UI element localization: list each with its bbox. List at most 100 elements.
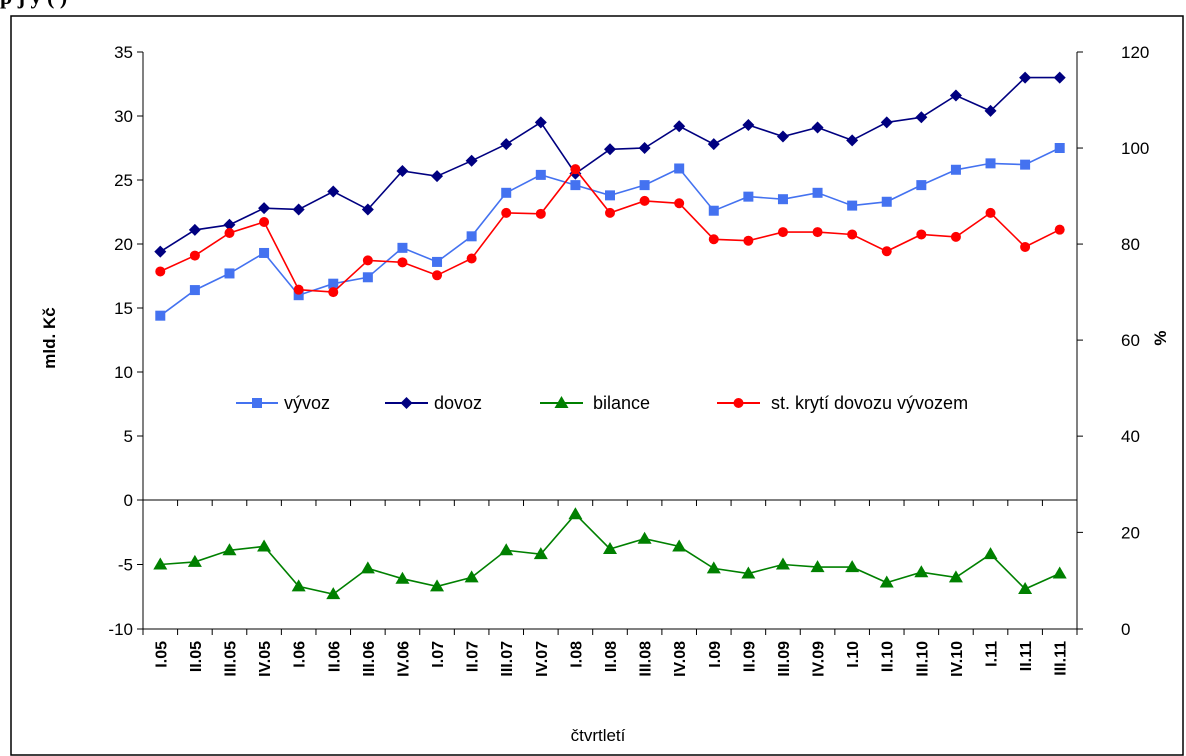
legend-marker-vyvoz xyxy=(252,398,262,408)
data-point-st. xyxy=(950,231,961,242)
data-point-bilance xyxy=(222,543,237,556)
legend-marker-kryti xyxy=(733,398,744,408)
y-left-tick-label: 35 xyxy=(114,43,133,62)
data-point-vyvoz xyxy=(950,164,961,175)
x-axis-title: čtvrtletí xyxy=(571,726,626,745)
data-point-dovoz xyxy=(880,116,893,129)
y-right-lower-tick-label: 20 xyxy=(1121,523,1140,542)
legend-label-vyvoz: vývoz xyxy=(284,393,330,413)
y-left-tick-label: 10 xyxy=(114,363,133,382)
data-point-dovoz xyxy=(361,203,374,216)
data-point-vyvoz xyxy=(189,285,200,296)
data-point-st. xyxy=(432,270,443,281)
legend-label-bilance: bilance xyxy=(593,393,650,413)
data-point-bilance xyxy=(845,560,860,573)
data-point-bilance xyxy=(637,531,652,544)
legend-label-dovoz: dovoz xyxy=(434,393,482,413)
data-point-vyvoz xyxy=(259,247,270,258)
data-point-vyvoz xyxy=(155,310,166,321)
data-point-st. xyxy=(466,253,477,264)
data-point-vyvoz xyxy=(881,196,892,207)
data-point-dovoz xyxy=(604,143,616,156)
data-point-vyvoz xyxy=(708,205,719,216)
x-tick-label: IV.10 xyxy=(949,641,966,677)
x-tick-label: III.11 xyxy=(1053,641,1070,676)
x-tick-label: III.08 xyxy=(638,641,655,677)
data-point-dovoz xyxy=(223,218,236,231)
y-right-tick-label: 120 xyxy=(1121,43,1149,62)
x-tick-label: I.09 xyxy=(707,641,724,668)
data-point-dovoz xyxy=(742,118,755,131)
data-point-bilance xyxy=(603,542,617,555)
x-tick-label: II.07 xyxy=(465,641,482,672)
data-point-dovoz xyxy=(1053,71,1066,84)
data-point-vyvoz xyxy=(639,180,650,191)
data-point-dovoz xyxy=(431,170,444,183)
data-point-st. xyxy=(777,227,788,238)
data-point-st. xyxy=(708,234,719,245)
data-point-vyvoz xyxy=(397,242,408,253)
x-tick-label: III.09 xyxy=(776,641,793,677)
data-point-vyvoz xyxy=(674,163,685,174)
x-tick-label: III.05 xyxy=(222,641,239,677)
data-point-vyvoz xyxy=(432,256,443,267)
data-point-vyvoz xyxy=(362,272,373,283)
data-point-dovoz xyxy=(949,89,962,102)
y-axis-right-title: % xyxy=(1151,330,1170,345)
y-right-tick-label: 60 xyxy=(1121,331,1140,350)
chart-header-fragment: p j y ( ) xyxy=(0,0,67,9)
y-right-tick-label: 40 xyxy=(1121,427,1140,446)
x-tick-label: IV.08 xyxy=(672,641,689,677)
data-point-st. xyxy=(259,216,270,227)
series-line-bilance xyxy=(160,513,1061,596)
data-point-st. xyxy=(881,246,892,257)
data-point-dovoz xyxy=(811,121,824,134)
data-point-dovoz xyxy=(846,134,859,147)
data-point-bilance xyxy=(879,575,894,588)
data-point-dovoz xyxy=(638,142,651,154)
x-tick-label: III.06 xyxy=(361,641,378,677)
y-axis-left-title: mld. Kč xyxy=(40,307,59,368)
x-tick-label: II.05 xyxy=(188,641,205,672)
data-point-st. xyxy=(293,284,304,295)
data-point-bilance xyxy=(914,565,929,578)
data-point-vyvoz xyxy=(847,200,858,211)
data-point-st. xyxy=(674,198,685,209)
x-tick-label: I.10 xyxy=(845,641,862,668)
data-point-bilance xyxy=(1052,566,1067,579)
data-point-vyvoz xyxy=(605,190,615,201)
data-point-st. xyxy=(362,255,373,266)
data-point-vyvoz xyxy=(1054,143,1065,153)
y-left-tick-label: 30 xyxy=(114,107,133,126)
data-point-bilance xyxy=(706,561,721,574)
chart-frame xyxy=(10,15,1184,756)
data-point-dovoz xyxy=(465,154,478,167)
data-point-bilance xyxy=(983,547,998,560)
data-point-st. xyxy=(847,229,858,240)
data-point-vyvoz xyxy=(293,290,304,301)
x-tick-label: IV.07 xyxy=(534,641,551,677)
y-left-tick-label: 5 xyxy=(124,427,133,446)
x-tick-label: I.08 xyxy=(568,641,585,668)
data-point-dovoz xyxy=(776,130,789,143)
data-point-st. xyxy=(535,208,546,219)
data-point-bilance xyxy=(360,561,375,574)
x-tick-label: IV.06 xyxy=(395,641,412,677)
data-point-bilance xyxy=(533,547,548,560)
data-point-st. xyxy=(501,207,512,218)
data-point-vyvoz xyxy=(743,191,754,202)
y-left-lower-tick-label: -10 xyxy=(108,620,133,639)
data-point-vyvoz xyxy=(812,187,823,198)
x-tick-label: I.06 xyxy=(292,641,309,668)
legend-marker-bilance xyxy=(554,396,569,408)
data-point-bilance xyxy=(568,507,583,520)
x-tick-label: I.07 xyxy=(430,641,447,668)
data-point-bilance xyxy=(326,587,341,600)
data-point-vyvoz xyxy=(466,231,477,242)
data-point-st. xyxy=(397,257,408,268)
y-right-lower-tick-label: 0 xyxy=(1121,620,1130,639)
y-left-tick-label: 0 xyxy=(124,491,133,510)
data-point-st. xyxy=(570,164,581,175)
y-right-tick-label: 100 xyxy=(1121,139,1149,158)
data-point-dovoz xyxy=(673,120,686,133)
